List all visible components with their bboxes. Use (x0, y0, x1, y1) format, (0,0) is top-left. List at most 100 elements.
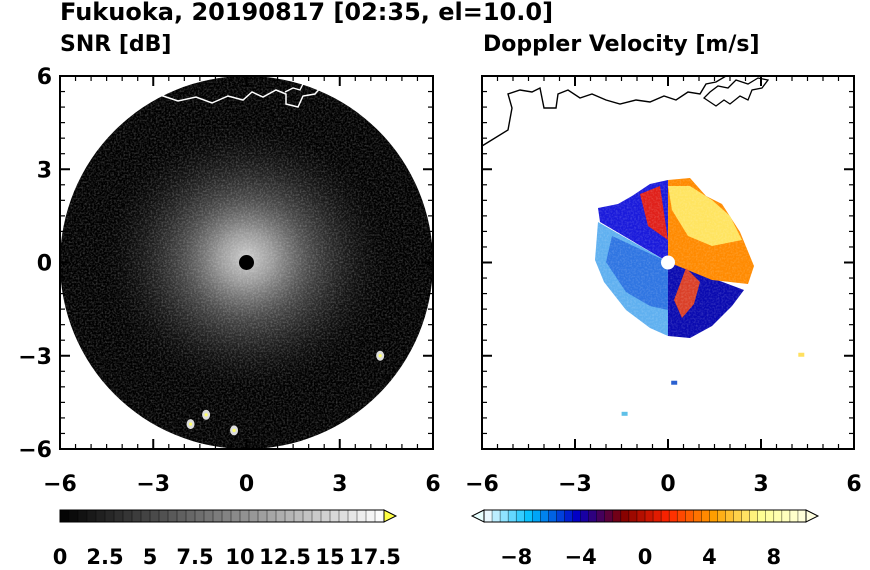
snr-colorbar-label: 15 (315, 545, 344, 569)
snr-colorbar-swatch (186, 510, 196, 522)
velocity-colorbar-swatch (701, 510, 710, 522)
velocity-colorbar-swatch (709, 510, 718, 522)
velocity-colorbar-swatch (645, 510, 654, 522)
velocity-colorbar-swatch (789, 510, 799, 522)
velocity-coastline (482, 76, 727, 147)
velocity-colorbar-swatch (588, 510, 597, 522)
snr-colorbar-label: 12.5 (259, 545, 311, 569)
snr-echo-hotspot-core (378, 354, 382, 358)
velocity-colorbar-swatch (532, 510, 541, 522)
snr-colorbar-swatch (375, 510, 385, 522)
snr-colorbar-swatch (312, 510, 322, 522)
snr-colorbar-swatch (222, 510, 232, 522)
velocity-colorbar-swatch (677, 510, 686, 522)
velocity-colorbar-swatch (604, 510, 614, 522)
snr-panel: −6 −3 0 3 6 6 3 0 −3 −6 (18, 65, 440, 497)
velocity-radar-site (661, 255, 675, 270)
velocity-isolated-echo (671, 380, 678, 385)
snr-ytick-label: −3 (18, 345, 52, 370)
snr-colorbar-swatch (114, 510, 124, 522)
velocity-colorbar-extend-min (470, 509, 485, 523)
snr-xtick-label: 0 (239, 472, 254, 497)
snr-colorbar-swatch (96, 510, 106, 522)
snr-colorbar-swatch (276, 510, 286, 522)
velocity-colorbar-label: 0 (638, 545, 653, 569)
snr-colorbar-label: 10 (225, 545, 254, 569)
snr-colorbar-swatch (267, 510, 277, 522)
velocity-colorbar-swatch (620, 510, 630, 522)
snr-colorbar-swatch (357, 510, 367, 522)
velocity-isolated-echo (798, 352, 805, 357)
snr-echo-hotspot-core (188, 422, 193, 426)
snr-colorbar-swatch (204, 510, 214, 522)
velocity-colorbar-label: −4 (564, 545, 596, 569)
snr-colorbar-swatch (168, 510, 178, 522)
velocity-colorbar-swatch (797, 510, 807, 522)
velocity-colorbar-swatch (628, 510, 638, 522)
snr-colorbar-swatch (78, 510, 88, 522)
snr-xtick-label: −3 (136, 472, 170, 497)
velocity-colorbar-swatch (572, 510, 581, 522)
velocity-colorbar-swatch (733, 510, 742, 522)
snr-ytick-label: 6 (37, 65, 52, 90)
velocity-colorbar-swatch (540, 510, 549, 522)
snr-colorbar-swatch (321, 510, 331, 522)
velocity-colorbar-swatch (492, 510, 501, 522)
snr-colorbar-swatch (60, 510, 70, 522)
snr-colorbar-swatch (339, 510, 349, 522)
velocity-colorbar-swatch (781, 510, 791, 522)
velocity-colorbar-swatch (757, 510, 767, 522)
velocity-colorbar-swatch (661, 510, 670, 522)
velocity-xtick-label: 0 (660, 472, 675, 497)
velocity-panel-title: Doppler Velocity [m/s] (483, 32, 760, 57)
velocity-colorbar-swatch (773, 510, 783, 522)
snr-colorbar-swatch (348, 510, 358, 522)
snr-colorbar-swatch (132, 510, 142, 522)
snr-colorbar-swatch (294, 510, 304, 522)
velocity-colorbar-label: 4 (702, 545, 717, 569)
snr-colorbar-label: 17.5 (349, 545, 401, 569)
velocity-colorbar-swatch (765, 510, 775, 522)
velocity-colorbar-swatch (564, 510, 573, 522)
snr-coastline (159, 79, 334, 108)
velocity-colorbar-swatch (669, 510, 678, 522)
velocity-colorbar-swatch (636, 510, 646, 522)
velocity-colorbar-swatch (717, 510, 726, 522)
snr-colorbar: 0 2.5 5 7.5 10 12.5 15 17.5 (53, 509, 401, 569)
snr-colorbar-extend-max (383, 509, 398, 523)
velocity-panel: −6 −3 0 3 6 (465, 75, 862, 497)
velocity-colorbar-swatch (653, 510, 662, 522)
velocity-xtick-label: 3 (753, 472, 768, 497)
snr-xtick-label: 3 (332, 472, 347, 497)
snr-colorbar-label: 7.5 (176, 545, 213, 569)
velocity-colorbar-label: 8 (766, 545, 781, 569)
velocity-colorbar-extend-max (805, 509, 820, 523)
snr-colorbar-swatch (330, 510, 340, 522)
snr-colorbar-swatch (366, 510, 376, 522)
snr-colorbar-swatch (195, 510, 205, 522)
snr-colorbar-label: 5 (143, 545, 158, 569)
velocity-xtick-label: 6 (846, 472, 861, 497)
velocity-xtick-label: −3 (558, 472, 592, 497)
snr-colorbar-label: 0 (53, 545, 68, 569)
snr-colorbar-swatch (213, 510, 223, 522)
velocity-colorbar-swatch (556, 510, 565, 522)
velocity-xtick-label: −6 (465, 472, 499, 497)
velocity-colorbar-swatch (749, 510, 758, 522)
velocity-colorbar-swatch (580, 510, 589, 522)
snr-xtick-label: −6 (43, 472, 77, 497)
snr-coastline-island (284, 77, 319, 93)
velocity-colorbar-swatch (596, 510, 606, 522)
velocity-colorbar-swatch (524, 510, 533, 522)
velocity-colorbar-swatch (693, 510, 702, 522)
snr-echo-hotspot-core (204, 413, 208, 417)
snr-colorbar-swatch (159, 510, 169, 522)
velocity-colorbar-swatch (548, 510, 557, 522)
snr-colorbar-swatch (105, 510, 115, 522)
snr-colorbar-swatch (69, 510, 79, 522)
snr-ytick-label: 0 (37, 252, 52, 277)
snr-radar-site (239, 255, 254, 270)
snr-ytick-label: 3 (37, 158, 52, 183)
velocity-coastline-island (702, 77, 770, 107)
